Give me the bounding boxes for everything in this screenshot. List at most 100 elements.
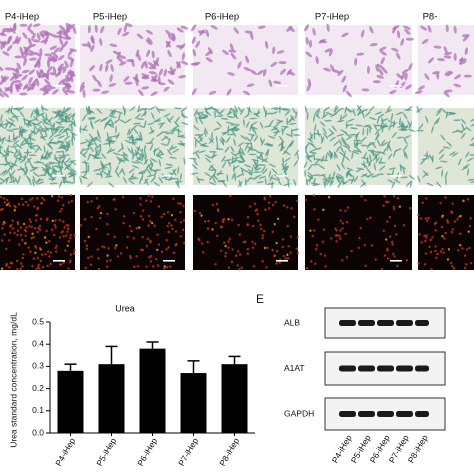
cell: [314, 158, 321, 165]
cell: [165, 29, 172, 36]
cell: [121, 142, 124, 150]
cell: [280, 108, 289, 111]
cell: [226, 88, 232, 96]
cell: [55, 150, 64, 153]
cell: [125, 118, 132, 123]
scale-bar: [163, 260, 175, 262]
cell: [332, 170, 336, 179]
cell: [251, 224, 255, 228]
cell: [341, 113, 348, 120]
cell: [9, 180, 17, 184]
cell: [148, 71, 157, 75]
cell: [366, 127, 369, 136]
cell: [94, 140, 98, 149]
cell: [336, 107, 345, 112]
cell: [44, 253, 47, 256]
cell: [267, 207, 271, 210]
cell: [173, 121, 180, 128]
cell: [171, 227, 174, 231]
cell: [148, 256, 151, 259]
cell: [273, 130, 279, 137]
cell: [199, 142, 208, 147]
cell: [456, 249, 460, 252]
cell: [243, 118, 245, 127]
cell: [32, 257, 36, 260]
cell: [294, 149, 300, 157]
cell: [266, 149, 270, 158]
cell: [31, 33, 36, 41]
cell: [331, 125, 337, 132]
cell: [296, 251, 300, 255]
cell: [133, 122, 141, 125]
cell: [38, 174, 47, 177]
cell: [384, 109, 393, 114]
cell: [44, 36, 48, 45]
cell: [366, 217, 369, 221]
cell: [14, 206, 17, 209]
cell: [182, 204, 185, 207]
cell: [453, 220, 457, 223]
scale-bar: [53, 85, 65, 87]
cell: [126, 235, 129, 239]
cell: [249, 32, 254, 40]
cell: [444, 196, 447, 199]
cell: [443, 91, 450, 98]
cell: [452, 267, 456, 270]
cell: [136, 118, 145, 120]
cell: [32, 123, 38, 131]
cell: [101, 90, 109, 94]
cell: [141, 218, 145, 221]
cell: [29, 118, 38, 122]
cell: [21, 69, 30, 74]
cell: [71, 112, 76, 121]
cell: [32, 236, 35, 239]
cell: [346, 221, 349, 224]
cell: [192, 48, 197, 57]
cell: [387, 200, 390, 204]
cell: [230, 145, 235, 153]
cell: [85, 244, 89, 247]
cell: [460, 127, 467, 133]
cell: [22, 83, 29, 91]
cell: [193, 109, 198, 117]
y-axis-label: Urea standard concentration, mg/dL: [8, 312, 18, 448]
cell: [338, 138, 343, 147]
cell: [271, 203, 275, 207]
cell: [155, 257, 158, 261]
cell: [389, 89, 397, 95]
cell: [322, 174, 328, 181]
cell: [163, 68, 168, 77]
cell: [79, 176, 83, 184]
cell: [19, 157, 26, 164]
cell: [21, 264, 24, 268]
cell: [358, 236, 361, 240]
cell: [8, 266, 11, 269]
cell: [425, 236, 428, 239]
error-bar: [187, 360, 200, 374]
cell: [96, 80, 102, 88]
cell: [443, 237, 446, 240]
cell: [20, 197, 24, 201]
cell: [468, 246, 471, 250]
cell: [97, 257, 100, 260]
cell: [465, 151, 470, 159]
cell: [435, 166, 443, 170]
cell: [240, 266, 243, 269]
cell: [16, 36, 21, 45]
cell: [353, 150, 362, 153]
cell: [376, 139, 381, 147]
cell: [9, 74, 17, 81]
cell: [380, 139, 386, 147]
cell: [145, 199, 148, 202]
cell: [343, 155, 350, 161]
cell: [253, 128, 257, 136]
cell: [306, 112, 309, 121]
cell: [468, 224, 472, 228]
cell: [163, 267, 166, 270]
cell: [221, 155, 226, 163]
cell: [82, 114, 87, 122]
cell: [376, 173, 385, 176]
cell: [109, 109, 116, 116]
cell: [51, 175, 57, 182]
cell: [53, 233, 56, 237]
